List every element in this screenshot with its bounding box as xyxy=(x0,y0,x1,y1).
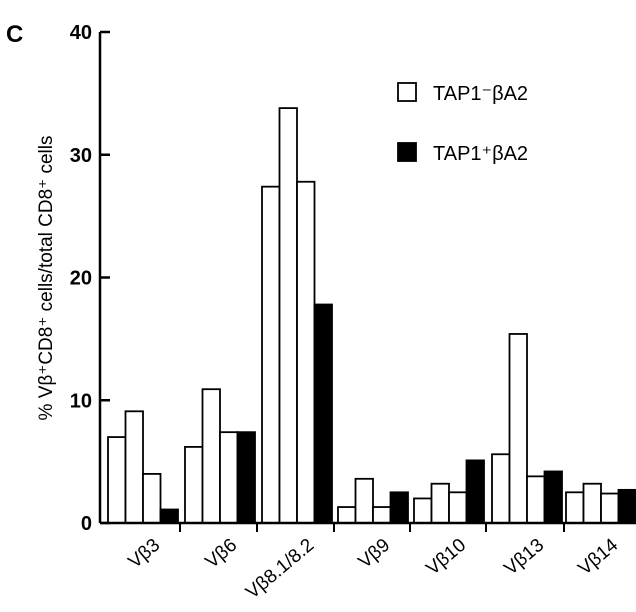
y-tick-label: 30 xyxy=(70,145,92,167)
y-tick-label: 0 xyxy=(81,513,92,535)
bar-tap1-neg xyxy=(201,388,221,524)
bar-tap1-neg xyxy=(413,497,433,524)
x-tick-label: Vβ13 xyxy=(500,535,548,580)
bar-tap1-neg xyxy=(124,410,144,524)
x-tick-label: Vβ3 xyxy=(125,535,165,573)
bar-tap1-neg xyxy=(107,436,127,524)
bar-tap1-neg xyxy=(337,506,357,524)
bar-tap1-neg xyxy=(354,477,374,524)
bar-tap1-neg xyxy=(600,492,620,524)
bar-tap1-neg xyxy=(278,107,298,524)
y-axis-label: % Vβ⁺CD8⁺ cells/total CD8⁺ cells xyxy=(36,136,57,421)
x-tick-label: Vβ8.1/8.2 xyxy=(242,535,318,604)
bar-tap1-neg xyxy=(565,491,585,524)
panel-label: C xyxy=(6,21,23,48)
bar-tap1-neg xyxy=(491,453,511,524)
bar-tap1-neg xyxy=(508,333,528,524)
legend: TAP1⁻βA2 TAP1⁺βA2 xyxy=(397,82,528,165)
bar-tap1-neg xyxy=(372,506,392,524)
bar-tap1-neg xyxy=(448,491,468,524)
bar-tap1-neg xyxy=(142,472,162,524)
x-axis: Vβ3 Vβ6 Vβ8.1/8.2 Vβ9 Vβ10 Vβ13 Vβ14 xyxy=(100,521,636,604)
legend-label: TAP1⁻βA2 xyxy=(433,83,528,105)
bar-tap1-pos xyxy=(313,303,333,524)
x-tick-label: Vβ10 xyxy=(422,535,470,580)
y-axis: 0 10 20 30 40 xyxy=(70,22,110,535)
bar-tap1-pos xyxy=(389,491,409,524)
bar-tap1-pos xyxy=(465,459,485,524)
bar-tap1-pos xyxy=(543,470,563,524)
bars xyxy=(107,107,636,524)
bar-tap1-neg xyxy=(430,482,450,524)
legend-swatch xyxy=(397,142,417,162)
bar-tap1-pos xyxy=(159,508,179,524)
legend-swatch xyxy=(397,82,417,102)
bar-tap1-neg xyxy=(582,482,602,524)
x-tick-label: Vβ14 xyxy=(574,534,622,579)
legend-label: TAP1⁺βA2 xyxy=(433,143,528,165)
x-tick-label: Vβ9 xyxy=(355,535,395,573)
y-tick-label: 20 xyxy=(70,268,92,290)
bar-tap1-neg xyxy=(219,431,239,524)
bar-tap1-pos xyxy=(617,488,636,524)
bar-tap1-neg xyxy=(296,180,316,524)
bar-tap1-neg xyxy=(261,185,281,524)
y-tick-label: 10 xyxy=(70,390,92,412)
bar-tap1-pos xyxy=(236,431,256,524)
x-tick-label: Vβ6 xyxy=(202,535,242,573)
bar-tap1-neg xyxy=(526,475,546,524)
y-tick-label: 40 xyxy=(70,22,92,44)
bar-tap1-neg xyxy=(184,445,204,524)
